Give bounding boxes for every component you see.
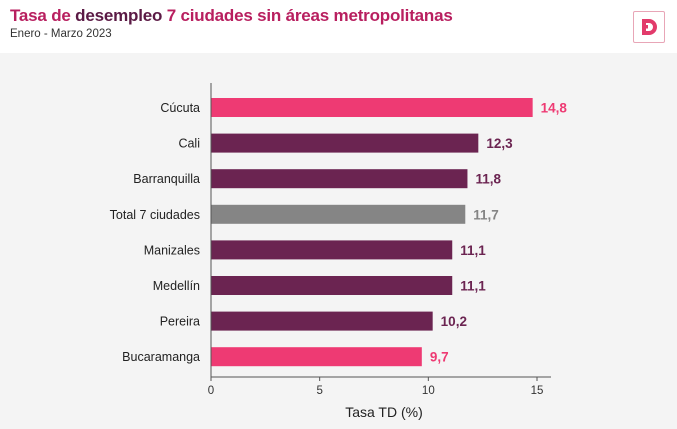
bar [211,169,468,189]
category-label: Barranquilla [133,172,200,186]
bar [211,133,479,153]
category-label: Cúcuta [160,101,200,115]
category-label: Manizales [144,243,200,257]
value-label: 12,3 [486,136,513,151]
d-brand-logo-glyph [642,19,657,35]
bar [211,276,453,295]
d-brand-logo-icon [633,11,665,43]
bar-chart: Cúcuta 14,8 Cali 12,3 Barranquilla 11,8 Total … [110,83,568,420]
value-label: 9,7 [430,350,449,365]
title-part-1: Tasa de [10,6,76,25]
value-label: 11,1 [460,279,486,294]
category-label: Medellín [153,279,200,293]
x-tick-label: 0 [208,385,214,397]
x-tick-label: 5 [316,385,322,397]
value-label: 11,8 [475,172,501,187]
x-axis-label: Tasa TD (%) [345,404,423,420]
bar [211,311,433,331]
chart-panel: Cúcuta 14,8 Cali 12,3 Barranquilla 11,8 Total … [0,53,677,429]
x-tick-label: 10 [422,385,435,397]
bar [211,98,533,117]
x-tick-label: 15 [531,385,544,397]
chart-title: Tasa de desempleo 7 ciudades sin áreas m… [10,6,453,26]
category-label: Pereira [160,315,200,329]
bar [211,204,466,224]
title-part-2: desempleo [75,6,163,25]
bar [211,240,453,260]
value-label: 11,7 [473,207,499,222]
category-label: Cali [178,137,200,151]
title-part-3: 7 ciudades sin áreas metropolitanas [162,6,453,25]
bar [211,347,422,367]
chart-subtitle: Enero - Marzo 2023 [10,28,112,40]
category-label: Total 7 ciudades [110,208,200,222]
value-label: 14,8 [541,101,568,116]
value-label: 10,2 [441,314,467,329]
category-label: Bucaramanga [122,350,200,364]
value-label: 11,1 [460,243,486,258]
